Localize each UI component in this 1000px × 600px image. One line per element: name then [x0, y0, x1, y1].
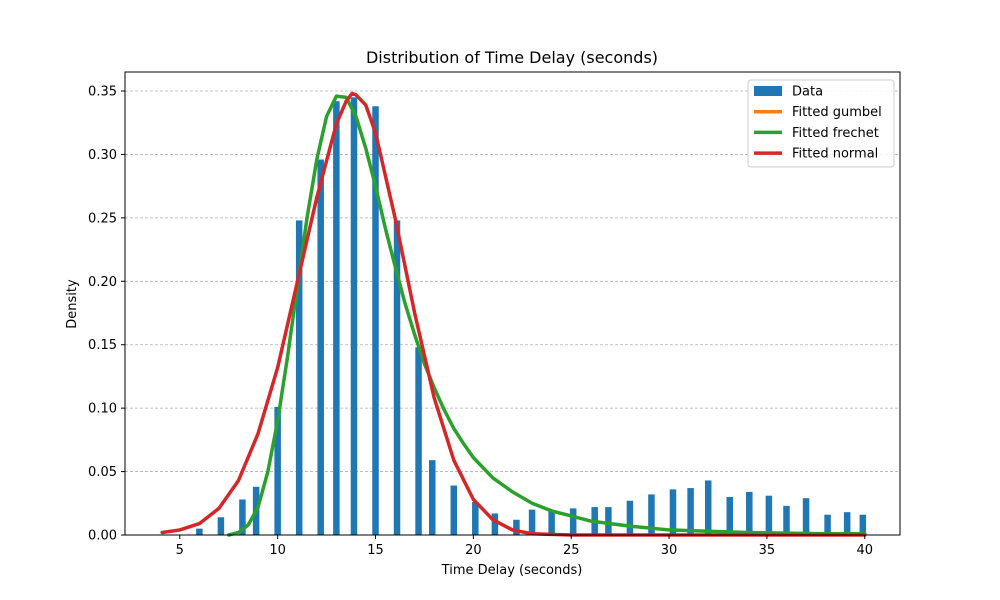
- histogram-bar: [569, 508, 577, 535]
- x-axis-label: Time Delay (seconds): [441, 563, 583, 578]
- histogram-bar: [843, 512, 851, 535]
- x-tick-label: 40: [856, 543, 873, 558]
- histogram-bar: [393, 220, 401, 535]
- histogram-bar: [859, 514, 867, 535]
- histogram-bar: [196, 528, 203, 535]
- x-tick-label: 30: [661, 543, 678, 558]
- plot-frame: [124, 71, 901, 536]
- histogram-bar: [350, 97, 358, 535]
- histogram-bar: [491, 513, 499, 535]
- histogram-bar: [783, 505, 790, 535]
- legend: Data Fitted gumbel Fitted frechet Fitted no…: [747, 79, 895, 168]
- histogram-bar: [372, 106, 379, 535]
- x-axis-ticks: 5 10 15 20 25 30 35 40: [176, 535, 873, 558]
- histogram-bar: [802, 498, 810, 535]
- histogram-bar: [704, 480, 712, 535]
- fitted-curves: [160, 91, 867, 537]
- x-tick-label: 25: [563, 543, 580, 558]
- y-tick-label: 0.25: [88, 211, 117, 226]
- y-tick-label: 0.30: [88, 148, 117, 163]
- histogram-bar: [548, 510, 555, 535]
- legend-label: Fitted normal: [792, 147, 878, 162]
- histogram-bar: [295, 220, 303, 535]
- histogram-bar: [824, 514, 831, 535]
- histogram-bar: [239, 499, 246, 535]
- histogram-bar: [429, 460, 436, 535]
- histogram-bar: [605, 507, 612, 535]
- legend-label: Fitted frechet: [792, 126, 879, 141]
- histogram-bar: [746, 491, 753, 535]
- y-tick-label: 0.15: [88, 338, 117, 353]
- histogram-bar: [415, 347, 422, 535]
- histogram-bar: [317, 159, 324, 535]
- histogram-bar: [513, 519, 520, 535]
- histogram-bar: [726, 496, 733, 535]
- histogram-bar: [648, 494, 655, 535]
- histogram-bar: [765, 495, 773, 535]
- chart-title: Distribution of Time Delay (seconds): [366, 48, 658, 67]
- histogram-bar: [528, 509, 536, 535]
- x-tick-label: 10: [269, 543, 286, 558]
- histogram-bar: [274, 406, 281, 535]
- y-tick-label: 0.10: [88, 402, 117, 417]
- histogram-bar: [687, 488, 694, 535]
- x-tick-label: 5: [176, 543, 184, 558]
- histogram-bar: [626, 500, 634, 535]
- y-tick-label: 0.05: [88, 465, 117, 480]
- legend-label: Data: [792, 85, 823, 100]
- y-tick-label: 0.35: [88, 85, 117, 100]
- histogram-bar: [333, 101, 340, 535]
- y-tick-label: 0.20: [88, 275, 117, 290]
- histogram-bars: [196, 97, 867, 535]
- y-axis-label: Density: [65, 279, 80, 329]
- histogram-bar: [217, 517, 225, 535]
- series-line-fitted-normal: [160, 91, 867, 537]
- x-tick-label: 20: [465, 543, 482, 558]
- y-axis-ticks: 0.00 0.05 0.10 0.15 0.20 0.25 0.30 0.35: [88, 85, 125, 544]
- grid-lines: [125, 90, 900, 472]
- series-line-fitted-frechet: [226, 94, 867, 537]
- histogram-bar: [450, 485, 458, 535]
- legend-box: [747, 79, 895, 168]
- histogram-bar: [472, 502, 479, 535]
- legend-swatch-data: [754, 86, 782, 96]
- legend-label: Fitted gumbel: [792, 105, 882, 120]
- histogram-bar: [669, 489, 677, 535]
- x-tick-label: 35: [759, 543, 776, 558]
- x-tick-label: 15: [367, 543, 384, 558]
- y-tick-label: 0.00: [88, 529, 117, 544]
